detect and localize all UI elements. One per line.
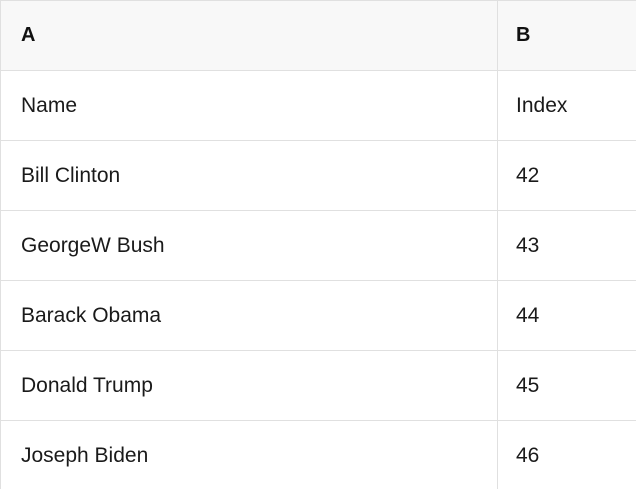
table-row: GeorgeW Bush 43 [1,211,636,281]
table-row: Bill Clinton 42 [1,141,636,211]
column-header-b[interactable]: B [498,1,636,71]
cell-b6[interactable]: 46 [498,421,636,489]
cell-a4[interactable]: Barack Obama [1,281,498,351]
table-row: Barack Obama 44 [1,281,636,351]
cell-b4[interactable]: 44 [498,281,636,351]
cell-b2[interactable]: 42 [498,141,636,211]
table-row: Joseph Biden 46 [1,421,636,489]
cell-a2[interactable]: Bill Clinton [1,141,498,211]
cell-a5[interactable]: Donald Trump [1,351,498,421]
cell-b1[interactable]: Index [498,71,636,141]
table-row: Donald Trump 45 [1,351,636,421]
cell-a6[interactable]: Joseph Biden [1,421,498,489]
column-header-row: A B [1,1,636,71]
cell-a3[interactable]: GeorgeW Bush [1,211,498,281]
cell-b5[interactable]: 45 [498,351,636,421]
cell-a1[interactable]: Name [1,71,498,141]
column-header-a[interactable]: A [1,1,498,71]
table-row: Name Index [1,71,636,141]
cell-b3[interactable]: 43 [498,211,636,281]
